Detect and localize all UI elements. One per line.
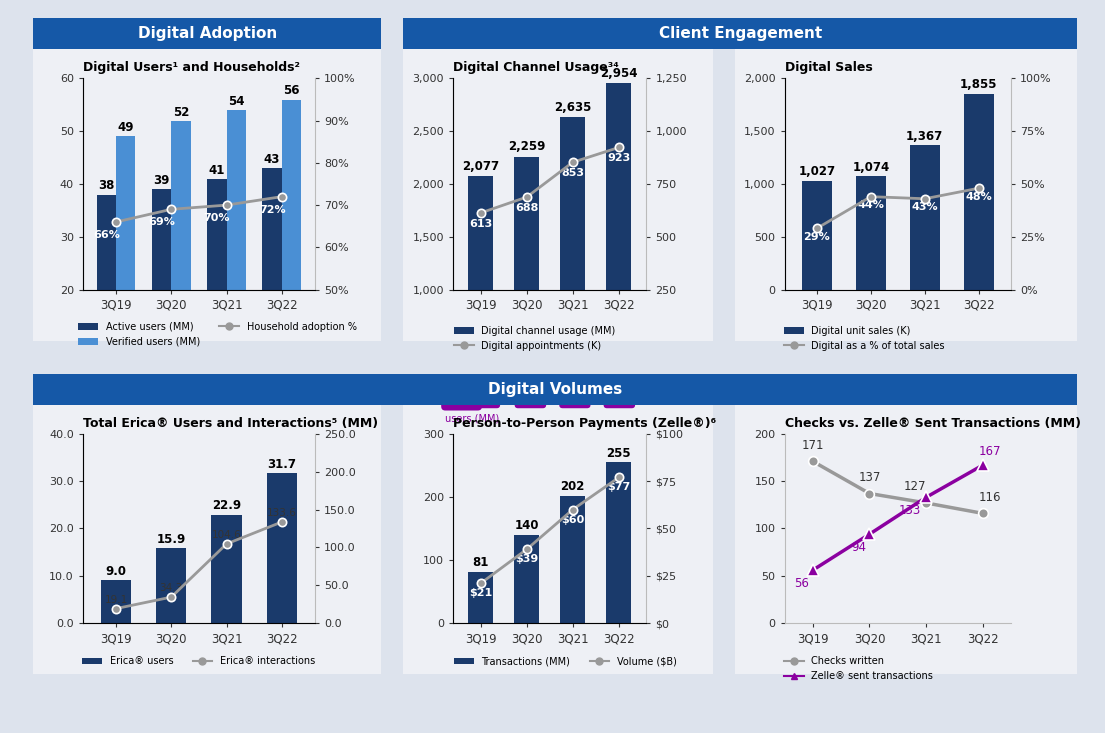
Text: 15.9: 15.9 bbox=[157, 532, 186, 545]
Text: 43: 43 bbox=[264, 153, 281, 166]
Text: 17.7: 17.7 bbox=[607, 395, 632, 405]
Text: 202: 202 bbox=[560, 480, 585, 493]
Text: 167: 167 bbox=[978, 445, 1001, 458]
Bar bbox=[469, 572, 493, 623]
Text: 1,074: 1,074 bbox=[852, 161, 890, 174]
Text: 48%: 48% bbox=[966, 192, 992, 202]
Text: 56: 56 bbox=[794, 577, 809, 589]
Bar bbox=[514, 535, 539, 623]
Text: Total Erica® Users and Interactions⁵ (MM): Total Erica® Users and Interactions⁵ (MM… bbox=[83, 417, 378, 430]
Text: $21: $21 bbox=[469, 589, 493, 598]
Text: 69%: 69% bbox=[148, 217, 175, 227]
Text: $60: $60 bbox=[561, 515, 585, 525]
Bar bbox=[263, 168, 282, 395]
Bar bbox=[964, 94, 993, 290]
Bar bbox=[101, 581, 131, 623]
Legend: Checks written, Zelle® sent transactions: Checks written, Zelle® sent transactions bbox=[780, 652, 937, 685]
Text: 140: 140 bbox=[515, 519, 539, 532]
Text: 70%: 70% bbox=[203, 213, 230, 223]
Text: 137: 137 bbox=[859, 471, 881, 484]
Bar bbox=[856, 176, 886, 290]
Text: Client Engagement: Client Engagement bbox=[659, 26, 822, 41]
Text: 133.6: 133.6 bbox=[266, 508, 297, 518]
Text: 38: 38 bbox=[98, 180, 115, 193]
Text: 1,027: 1,027 bbox=[798, 166, 835, 179]
Text: 54: 54 bbox=[228, 95, 244, 108]
Text: 116: 116 bbox=[978, 490, 1001, 504]
Text: 31.7: 31.7 bbox=[267, 458, 296, 471]
Bar bbox=[607, 84, 631, 395]
Bar bbox=[282, 100, 301, 395]
Bar bbox=[207, 179, 227, 395]
Text: 2,077: 2,077 bbox=[462, 160, 499, 173]
Text: 29%: 29% bbox=[803, 232, 830, 242]
Legend: Digital channel usage (MM), Digital appointments (K): Digital channel usage (MM), Digital appo… bbox=[450, 322, 620, 355]
Text: 22.9: 22.9 bbox=[212, 499, 241, 512]
Text: 9.0: 9.0 bbox=[105, 565, 127, 578]
Bar bbox=[514, 157, 539, 395]
Text: $39: $39 bbox=[515, 554, 538, 564]
Text: 72%: 72% bbox=[259, 205, 285, 215]
Bar bbox=[560, 117, 586, 395]
Text: 2,259: 2,259 bbox=[508, 141, 546, 153]
Bar bbox=[266, 474, 297, 623]
Text: 127: 127 bbox=[904, 480, 926, 493]
Text: Checks vs. Zelle® Sent Transactions (MM): Checks vs. Zelle® Sent Transactions (MM) bbox=[785, 417, 1081, 430]
Text: 104.6: 104.6 bbox=[212, 530, 241, 540]
Legend: Digital unit sales (K), Digital as a % of total sales: Digital unit sales (K), Digital as a % o… bbox=[780, 322, 949, 355]
Text: 12.2: 12.2 bbox=[518, 395, 543, 405]
Text: 44%: 44% bbox=[857, 200, 884, 210]
Bar bbox=[116, 136, 135, 395]
Legend: Erica® users, Erica® interactions: Erica® users, Erica® interactions bbox=[78, 652, 319, 670]
Legend: Active users (MM), Verified users (MM), Household adoption %: Active users (MM), Verified users (MM), … bbox=[78, 322, 357, 347]
Text: 19.1: 19.1 bbox=[104, 594, 128, 605]
Text: 94: 94 bbox=[851, 541, 866, 553]
Bar bbox=[909, 145, 939, 290]
Text: 39: 39 bbox=[154, 174, 170, 187]
Text: 171: 171 bbox=[801, 438, 824, 452]
Text: 255: 255 bbox=[607, 447, 631, 460]
Bar bbox=[151, 189, 171, 395]
Text: Zelle: Zelle bbox=[445, 394, 477, 406]
Bar bbox=[156, 548, 187, 623]
Bar bbox=[607, 463, 631, 623]
Text: 41: 41 bbox=[209, 163, 225, 177]
Text: 2,954: 2,954 bbox=[600, 67, 638, 80]
Text: 81: 81 bbox=[473, 556, 488, 570]
Text: 133: 133 bbox=[898, 504, 920, 517]
Text: Digital Adoption: Digital Adoption bbox=[137, 26, 277, 41]
Text: 34.3: 34.3 bbox=[159, 583, 183, 593]
Text: Digital Users¹ and Households²: Digital Users¹ and Households² bbox=[83, 62, 299, 75]
Text: 853: 853 bbox=[561, 168, 585, 178]
Text: 52: 52 bbox=[172, 106, 189, 119]
Text: Person-to-Person Payments (Zelle®)⁶: Person-to-Person Payments (Zelle®)⁶ bbox=[453, 417, 716, 430]
Bar bbox=[469, 176, 493, 395]
Bar bbox=[802, 181, 832, 290]
Text: 2,635: 2,635 bbox=[554, 101, 591, 114]
Text: 923: 923 bbox=[607, 153, 631, 163]
Text: $77: $77 bbox=[607, 482, 631, 493]
Bar bbox=[97, 194, 116, 395]
Text: 1,855: 1,855 bbox=[960, 78, 998, 91]
Text: Digital Volumes: Digital Volumes bbox=[488, 382, 622, 397]
Text: 56: 56 bbox=[283, 84, 299, 97]
Text: 688: 688 bbox=[515, 203, 538, 213]
Bar bbox=[560, 496, 586, 623]
Text: 49: 49 bbox=[117, 122, 134, 134]
Bar bbox=[171, 121, 190, 395]
Text: 43%: 43% bbox=[912, 202, 938, 213]
Text: 66%: 66% bbox=[93, 230, 119, 240]
Text: Digital Sales: Digital Sales bbox=[785, 62, 872, 75]
Text: 15.1: 15.1 bbox=[562, 395, 587, 405]
Text: 613: 613 bbox=[469, 218, 493, 229]
Text: users (MM): users (MM) bbox=[445, 414, 499, 424]
Text: 8.9: 8.9 bbox=[478, 395, 497, 405]
Bar bbox=[211, 515, 242, 623]
Bar bbox=[227, 110, 245, 395]
Text: 1,367: 1,367 bbox=[906, 130, 944, 143]
Text: Digital Channel Usage³⁴: Digital Channel Usage³⁴ bbox=[453, 62, 619, 75]
Legend: Transactions (MM), Volume ($B): Transactions (MM), Volume ($B) bbox=[450, 652, 681, 670]
